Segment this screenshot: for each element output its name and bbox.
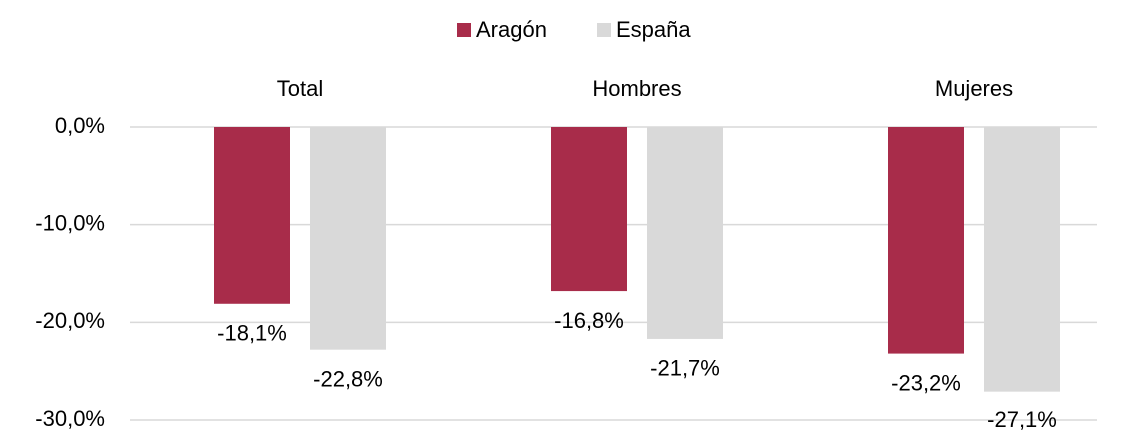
value-label: -23,2% <box>891 370 961 395</box>
bar <box>310 127 386 350</box>
legend-label: España <box>616 17 691 42</box>
y-tick-label: 0,0% <box>55 113 105 138</box>
y-tick-label: -30,0% <box>35 406 105 431</box>
legend-label: Aragón <box>476 17 547 42</box>
category-label: Mujeres <box>935 76 1013 101</box>
legend-swatch <box>457 23 471 37</box>
y-tick-label: -20,0% <box>35 308 105 333</box>
bar <box>984 127 1060 392</box>
category-label: Hombres <box>592 76 681 101</box>
bar <box>551 127 627 292</box>
category-label: Total <box>277 76 323 101</box>
value-label: -18,1% <box>217 321 287 346</box>
bar <box>214 127 290 304</box>
legend-swatch <box>597 23 611 37</box>
bar <box>647 127 723 339</box>
y-tick-label: -10,0% <box>35 210 105 235</box>
bar <box>888 127 964 354</box>
value-label: -27,1% <box>987 407 1057 432</box>
value-label: -22,8% <box>313 366 383 391</box>
value-label: -21,7% <box>650 356 720 381</box>
value-label: -16,8% <box>554 308 624 333</box>
